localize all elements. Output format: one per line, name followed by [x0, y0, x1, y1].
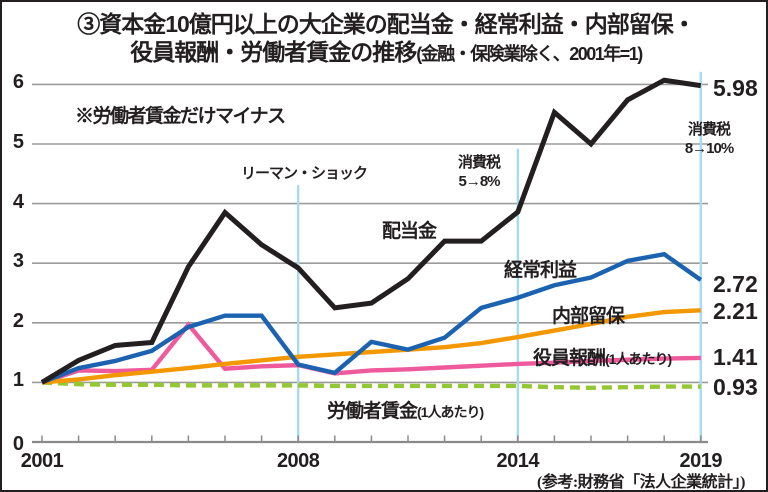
y-axis-label-4: 4 — [12, 190, 24, 213]
series-label-worker-wages: 労働者賃金(1人あたり) — [327, 401, 484, 422]
end-value-dividends: 5.98 — [713, 75, 758, 101]
series-line-1-経常利益 — [41, 251, 703, 385]
series-label-ordinary-profit: 経常利益 — [504, 260, 577, 281]
chart-title-line2: 役員報酬・労働者賃金の推移(金融・保険業除く、2001年=1) — [130, 39, 643, 65]
x-axis-label-2008: 2008 — [276, 450, 320, 472]
series-line-2-内部留保 — [41, 308, 701, 385]
x-axis-label-2014: 2014 — [496, 450, 540, 472]
end-value-retained-earnings: 2.21 — [713, 298, 758, 324]
series-line-4-労働者賃金(1人あたり) — [41, 380, 701, 390]
series-line-0-配当金 — [40, 77, 702, 385]
end-value-worker-wages: 0.93 — [713, 374, 758, 400]
end-value-executive-pay: 1.41 — [713, 344, 758, 370]
end-value-ordinary-profit: 2.72 — [713, 271, 758, 297]
y-axis-label-2: 2 — [12, 309, 24, 332]
y-axis-label-5: 5 — [12, 131, 24, 153]
chart-title-condition: (金融・保険業除く、2001年=1) — [416, 44, 643, 64]
y-axis-label-6: 6 — [12, 71, 24, 94]
event-label-lehman-shock: リーマン・ショック — [240, 165, 368, 182]
series-label-dividends: 配当金 — [382, 221, 437, 242]
x-axis-label-2001: 2001 — [20, 450, 64, 472]
chart-title-line1: ③資本金10億円以上の大企業の配当金・経常利益・内部留保・ — [77, 11, 696, 37]
y-axis-label-0: 0 — [12, 433, 24, 455]
event-label-tax-8-10: 消費税 8→10% — [684, 121, 734, 157]
source-note: (参考:財務省「法人企業統計」) — [537, 474, 746, 491]
chart-title: ③資本金10億円以上の大企業の配当金・経常利益・内部留保・ 役員報酬・労働者賃金… — [2, 10, 766, 68]
y-axis-label-3: 3 — [12, 250, 24, 273]
note-wages-negative: ※労働者賃金だけマイナス — [75, 106, 286, 127]
x-axis-label-2019: 2019 — [679, 450, 723, 472]
y-axis-label-1: 1 — [12, 369, 24, 392]
series-label-executive-pay: 役員報酬(1人あたり) — [533, 348, 672, 369]
event-label-tax-5-8: 消費税 5→8% — [457, 154, 501, 190]
series-label-retained-earnings: 内部留保 — [552, 306, 625, 327]
